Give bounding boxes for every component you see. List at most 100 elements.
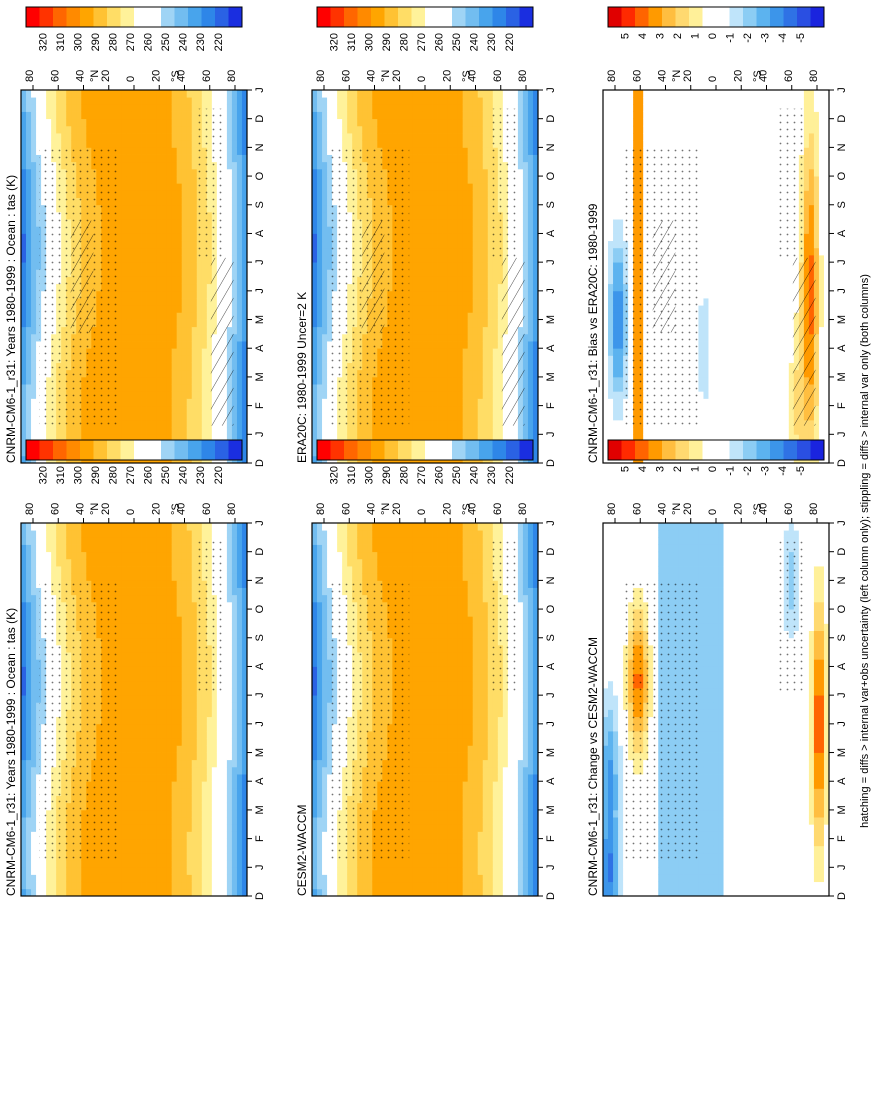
heatmap-cell [26, 90, 32, 98]
heatmap-cell [206, 788, 213, 796]
heatmap-cell [26, 644, 32, 653]
heatmap-cell [312, 204, 318, 213]
heatmap-cell [141, 874, 147, 883]
heatmap-cell [31, 233, 37, 242]
heatmap-cell [171, 290, 178, 299]
heatmap-cell [166, 659, 173, 667]
heatmap-cell [136, 738, 142, 746]
heatmap-cell [166, 240, 173, 249]
heatmap-cell [131, 752, 137, 761]
heatmap-cell [231, 140, 238, 148]
heatmap-cell [181, 831, 188, 840]
heatmap-cell [36, 305, 42, 313]
heatmap-cell [166, 283, 173, 292]
heatmap-cell [231, 197, 238, 206]
heatmap-cell [46, 888, 52, 897]
heatmap-cell [116, 702, 122, 710]
heatmap-cell [231, 269, 238, 277]
heatmap-cell [41, 118, 47, 127]
heatmap-cell [176, 197, 183, 206]
heatmap-cell [21, 845, 27, 854]
heatmap-cell [116, 147, 122, 155]
heatmap-cell [186, 384, 193, 392]
heatmap-cell [141, 154, 147, 163]
heatmap-cell [226, 781, 233, 789]
heatmap-cell [171, 795, 178, 804]
heatmap-cell [111, 104, 117, 112]
heatmap-cell [171, 709, 178, 718]
heatmap-cell [126, 254, 132, 263]
heatmap-cell [126, 419, 132, 428]
heatmap-cell [166, 766, 173, 775]
heatmap-cell [116, 204, 122, 213]
heatmap-cell [191, 111, 198, 120]
heatmap-cell [161, 766, 168, 775]
heatmap-cell [136, 362, 142, 371]
heatmap-cell [21, 594, 27, 603]
heatmap-cell [231, 824, 238, 832]
heatmap-cell [161, 738, 168, 746]
heatmap-cell [181, 680, 188, 689]
heatmap-cell [171, 817, 178, 825]
heatmap-cell [146, 824, 152, 832]
heatmap-cell [161, 419, 168, 428]
heatmap-cell [76, 888, 82, 897]
heatmap-cell [146, 723, 152, 732]
heatmap-cell [131, 774, 137, 782]
heatmap-cell [31, 362, 37, 371]
heatmap-cell [221, 702, 228, 710]
heatmap-cell [121, 355, 127, 363]
heatmap-cell [156, 405, 163, 414]
heatmap-cell [131, 867, 137, 875]
heatmap-cell [101, 104, 107, 112]
heatmap-cell [86, 97, 92, 105]
heatmap-cell [241, 427, 248, 435]
heatmap-cell [186, 427, 193, 435]
heatmap-cell [156, 305, 163, 313]
heatmap-cell [201, 759, 208, 768]
heatmap-cell [136, 702, 142, 710]
heatmap-cell [156, 809, 163, 818]
heatmap-cell [216, 104, 223, 112]
heatmap-cell [56, 860, 62, 868]
heatmap-cell [231, 888, 238, 897]
heatmap-cell [36, 118, 42, 127]
heatmap-cell [317, 369, 323, 378]
colorbar-tick-label: 290 [90, 33, 102, 51]
heatmap-cell [241, 125, 248, 134]
heatmap-cell [166, 269, 173, 277]
heatmap-cell [21, 183, 27, 191]
heatmap-cell [176, 860, 183, 868]
heatmap-cell [191, 168, 198, 177]
heatmap-cell [171, 874, 178, 883]
heatmap-cell [141, 262, 147, 270]
colorbar-tick-label: 260 [143, 33, 155, 51]
heatmap-cell [116, 609, 122, 617]
heatmap-cell [116, 687, 122, 696]
heatmap-cell [141, 852, 147, 861]
heatmap-cell [166, 204, 173, 213]
heatmap-cell [146, 211, 152, 220]
heatmap-cell [176, 305, 183, 313]
heatmap-cell [121, 709, 127, 718]
heatmap-cell [156, 759, 163, 768]
heatmap-cell [141, 888, 147, 897]
heatmap-cell [312, 384, 318, 392]
heatmap-cell [131, 802, 137, 811]
heatmap-cell [236, 802, 243, 811]
heatmap-cell [186, 709, 193, 718]
heatmap-cell [176, 874, 183, 883]
heatmap-cell [26, 434, 32, 442]
heatmap-cell [236, 817, 243, 825]
heatmap-cell [136, 262, 142, 270]
heatmap-cell [126, 326, 132, 335]
heatmap-cell [221, 427, 228, 435]
heatmap-cell [181, 219, 188, 227]
heatmap-cell [26, 630, 32, 639]
heatmap-cell [181, 544, 188, 553]
heatmap-cell [241, 233, 248, 242]
heatmap-cell [126, 867, 132, 875]
heatmap-cell [171, 161, 178, 170]
heatmap-cell [181, 376, 188, 385]
heatmap-cell [151, 247, 157, 256]
